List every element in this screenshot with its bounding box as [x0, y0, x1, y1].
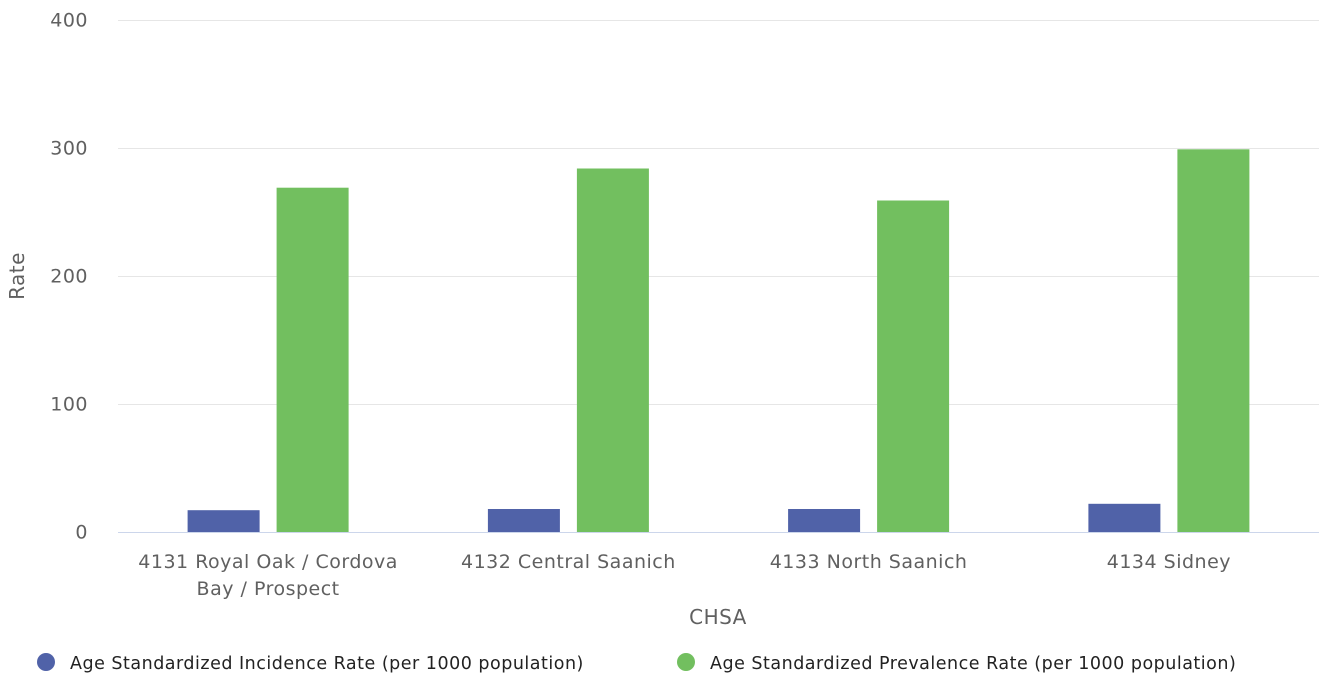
y-tick-label: 100 — [50, 394, 88, 416]
legend[interactable]: Age Standardized Incidence Rate (per 100… — [37, 653, 1236, 674]
x-tick-label: 4132 Central Saanich — [461, 551, 676, 573]
y-axis-ticks: 0 100 200 300 400 — [50, 10, 88, 544]
x-tick-label-line: 4132 Central Saanich — [461, 551, 676, 573]
x-tick-label-line: 4131 Royal Oak / Cordova — [138, 551, 398, 573]
x-tick-label-line: Bay / Prospect — [197, 578, 340, 600]
bar-incidence[interactable] — [788, 509, 861, 532]
x-axis-labels: 4131 Royal Oak / Cordova Bay / Prospect41… — [138, 551, 1231, 600]
bar-incidence[interactable] — [1088, 503, 1161, 532]
x-tick-label: 4134 Sidney — [1107, 551, 1231, 573]
x-tick-label-line: 4134 Sidney — [1107, 551, 1231, 573]
y-tick-label: 400 — [50, 10, 88, 32]
legend-marker — [37, 653, 55, 671]
bar-prevalence[interactable] — [1177, 149, 1250, 533]
y-axis-title: Rate — [5, 252, 29, 300]
y-tick-label: 300 — [50, 138, 88, 160]
x-tick-label: 4133 North Saanich — [770, 551, 968, 573]
y-tick-label: 0 — [75, 522, 88, 544]
legend-item-prevalence[interactable]: Age Standardized Prevalence Rate (per 10… — [677, 653, 1236, 674]
bar-prevalence[interactable] — [877, 200, 950, 533]
bar-prevalence[interactable] — [576, 168, 649, 533]
x-tick-label-line: 4133 North Saanich — [770, 551, 968, 573]
legend-marker — [677, 653, 695, 671]
legend-label: Age Standardized Prevalence Rate (per 10… — [710, 654, 1236, 674]
x-tick-label: 4131 Royal Oak / Cordova Bay / Prospect — [138, 551, 398, 600]
x-axis-title: CHSA — [689, 605, 747, 629]
bars — [187, 149, 1250, 533]
y-tick-label: 200 — [50, 266, 88, 288]
legend-label: Age Standardized Incidence Rate (per 100… — [70, 654, 584, 674]
bar-incidence[interactable] — [487, 509, 560, 532]
legend-item-incidence[interactable]: Age Standardized Incidence Rate (per 100… — [37, 653, 584, 674]
bar-prevalence[interactable] — [276, 187, 349, 532]
bar-incidence[interactable] — [187, 510, 260, 532]
